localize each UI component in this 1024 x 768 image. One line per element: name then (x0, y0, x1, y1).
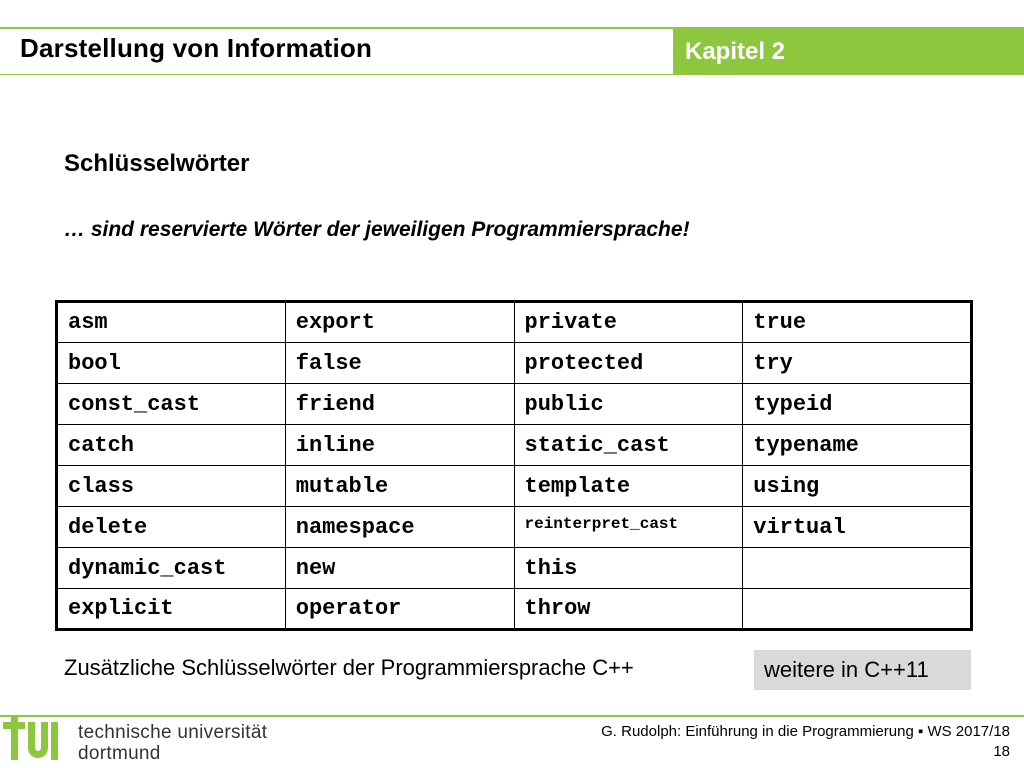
footer-rule (0, 715, 1024, 717)
slide-title: Darstellung von Information (20, 33, 373, 63)
header-bottom-rule (0, 74, 1024, 75)
keyword-cell: mutable (284, 465, 515, 507)
page-number: 18 (993, 743, 1010, 760)
keyword-cell (742, 547, 972, 589)
table-row: explicit operator throw (56, 588, 972, 630)
keyword-cell: explicit (56, 588, 286, 630)
keyword-table: asm export private true bool false protected tr… (55, 300, 973, 631)
keyword-cell: try (742, 342, 972, 384)
keyword-cell: true (742, 301, 972, 343)
keyword-cell: typename (742, 424, 972, 466)
keyword-cell: class (56, 465, 286, 507)
table-row: bool false protected try (56, 342, 972, 384)
cpp11-keywords-button[interactable]: weitere in C++11 (754, 650, 971, 690)
keyword-cell: throw (513, 588, 744, 630)
note-text: Zusätzliche Schlüsselwörter der Programm… (64, 655, 634, 680)
keyword-cell: this (513, 547, 744, 589)
chapter-badge: Kapitel 2 (673, 29, 1024, 74)
keyword-cell: template (513, 465, 744, 507)
keyword-cell: false (284, 342, 515, 384)
keyword-cell: static_cast (513, 424, 744, 466)
keyword-cell: virtual (742, 506, 972, 548)
keyword-cell: dynamic_cast (56, 547, 286, 589)
keyword-cell: namespace (284, 506, 515, 548)
keyword-cell: const_cast (56, 383, 286, 425)
table-row: class mutable template using (56, 465, 972, 507)
keyword-cell: private (513, 301, 744, 343)
header-top-rule (0, 27, 1024, 29)
keyword-cell: using (742, 465, 972, 507)
keyword-cell: delete (56, 506, 286, 548)
footer-credit-text: G. Rudolph: Einführung in die Programmie… (601, 723, 1010, 740)
keyword-cell: asm (56, 301, 286, 343)
keyword-cell: protected (513, 342, 744, 384)
keyword-cell: operator (284, 588, 515, 630)
university-name: technische universität dortmund (78, 722, 267, 764)
table-row: dynamic_cast new this (56, 547, 972, 589)
table-row: const_cast friend public typeid (56, 383, 972, 425)
table-row: catch inline static_cast typename (56, 424, 972, 466)
keyword-cell: friend (284, 383, 515, 425)
keyword-cell: catch (56, 424, 286, 466)
table-row: asm export private true (56, 301, 972, 343)
keyword-cell: public (513, 383, 744, 425)
keyword-cell: inline (284, 424, 515, 466)
university-line-2: dortmund (78, 743, 161, 764)
keyword-cell: new (284, 547, 515, 589)
keyword-cell: reinterpret_cast (513, 506, 744, 548)
section-heading: Schlüsselwörter (64, 150, 250, 177)
keyword-cell: export (284, 301, 515, 343)
lead-text: … sind reservierte Wörter der jeweiligen… (64, 218, 690, 241)
university-line-1: technische universität (78, 722, 268, 743)
keyword-cell: bool (56, 342, 286, 384)
table-row: delete namespace reinterpret_cast virtual (56, 506, 972, 548)
keyword-cell (742, 588, 972, 630)
footer-credit: G. Rudolph: Einführung in die Programmie… (601, 722, 1010, 762)
tu-logo-icon (3, 716, 58, 760)
keyword-cell: typeid (742, 383, 972, 425)
